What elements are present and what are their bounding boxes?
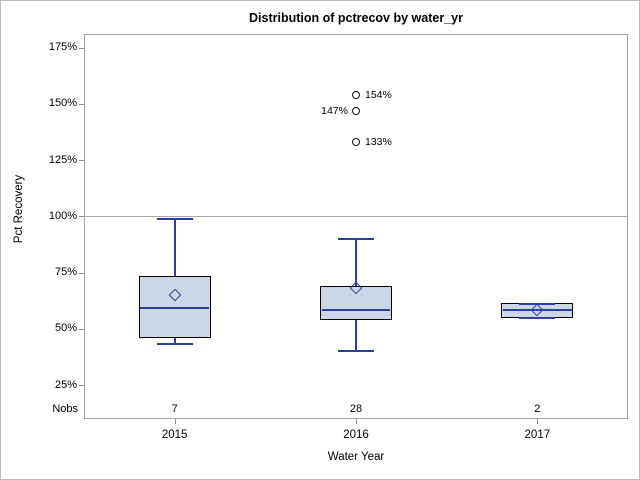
- median-line: [321, 308, 391, 311]
- iqr-box: [320, 286, 392, 320]
- nobs-value: 7: [171, 403, 178, 415]
- x-tick-label: 2016: [343, 429, 369, 441]
- nobs-value: 2: [534, 403, 541, 415]
- median-line: [140, 306, 210, 309]
- y-axis-title: Pct Recovery: [13, 174, 25, 244]
- chart-title: Distribution of pctrecov by water_yr: [249, 11, 463, 25]
- x-axis-tick: [537, 419, 539, 424]
- max-whisker-cap: [519, 303, 556, 306]
- min-whisker-cap: [156, 342, 193, 345]
- x-axis-title: Water Year: [327, 451, 385, 463]
- max-whisker-cap: [156, 217, 193, 220]
- y-axis-tick: [79, 103, 84, 105]
- upper-whisker: [173, 218, 176, 277]
- y-axis-tick: [79, 216, 84, 218]
- y-axis-tick: [79, 160, 84, 162]
- y-axis-tick: [79, 47, 84, 49]
- nobs-value: 28: [349, 403, 363, 415]
- x-tick-label: 2015: [161, 429, 188, 441]
- outlier-point: [352, 90, 360, 99]
- min-whisker-cap: [338, 350, 374, 353]
- outlier-point: [352, 138, 360, 147]
- outlier-label: 154%: [365, 88, 392, 101]
- upper-whisker: [355, 238, 357, 287]
- x-axis-tick: [174, 419, 176, 424]
- y-tick-label: 125%: [48, 153, 77, 166]
- lower-whisker: [355, 319, 357, 352]
- y-tick-label: 150%: [48, 97, 77, 110]
- nobs-header-label: Nobs: [52, 403, 78, 415]
- y-axis-tick: [79, 272, 84, 274]
- y-tick-label: 50%: [54, 322, 77, 335]
- y-tick-label: 100%: [48, 209, 77, 222]
- max-whisker-cap: [338, 237, 374, 240]
- x-axis-tick: [356, 419, 357, 424]
- y-axis-tick: [79, 328, 84, 330]
- lower-whisker: [173, 337, 176, 344]
- outlier-label: 133%: [365, 136, 392, 149]
- y-tick-label: 175%: [48, 41, 77, 53]
- min-whisker-cap: [519, 316, 556, 319]
- median-line: [502, 309, 572, 312]
- y-axis-tick: [79, 385, 84, 387]
- y-tick-label: 25%: [54, 378, 77, 391]
- outlier-label: 147%: [321, 104, 348, 117]
- x-tick-label: 2017: [524, 429, 551, 441]
- reference-line-100pct: [84, 216, 628, 218]
- outlier-point: [352, 106, 360, 115]
- y-tick-label: 75%: [54, 266, 77, 279]
